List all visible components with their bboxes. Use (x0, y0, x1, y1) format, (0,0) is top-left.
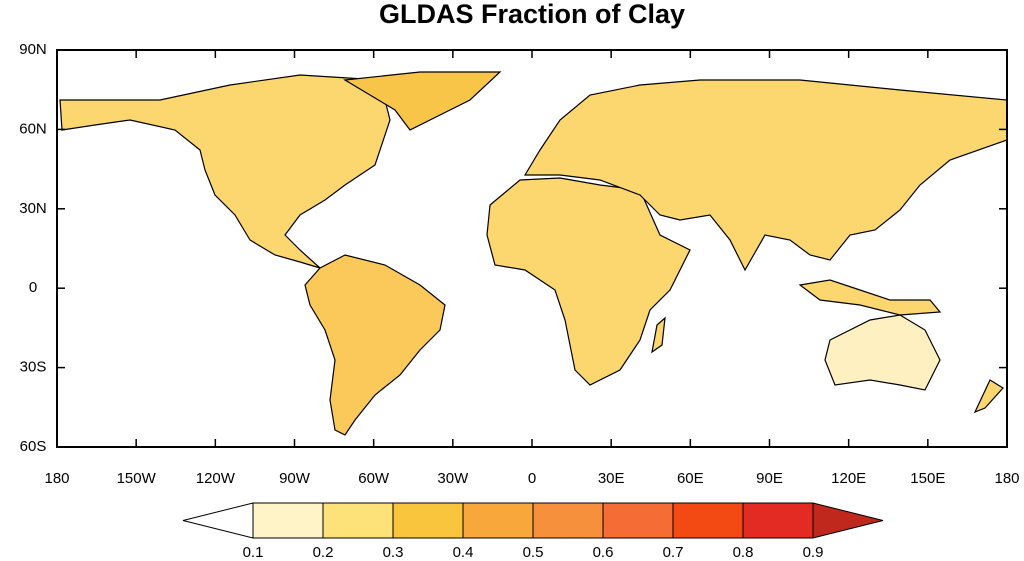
colorbar-box (742, 502, 814, 539)
colorbar-label: 0.4 (453, 544, 474, 561)
map-title: GLDAS Fraction of Clay (379, 0, 685, 29)
lon-tick-label: 150W (117, 470, 157, 487)
lat-tick-label: 90N (19, 41, 47, 58)
lat-tick-label: 30S (20, 359, 47, 376)
lon-tick-label: 180 (44, 470, 69, 487)
greenland (343, 71, 502, 131)
new-zealand (973, 379, 1004, 414)
colorbar-triangle (812, 502, 884, 539)
colorbar-label: 0.3 (383, 544, 404, 561)
australia (824, 314, 941, 391)
lon-tick-label: 180 (994, 470, 1019, 487)
lon-tick-label: 150E (910, 470, 945, 487)
colorbar-label: 0.7 (663, 544, 684, 561)
lon-tick-label: 120W (196, 470, 236, 487)
north-america (59, 74, 391, 269)
lon-tick-label: 0 (528, 470, 536, 487)
lon-tick-label: 90W (279, 470, 311, 487)
continents (59, 71, 1008, 436)
africa (486, 177, 691, 386)
lat-tick-label: 60N (19, 120, 47, 137)
south-america (304, 254, 446, 436)
lat-tick-label: 0 (29, 279, 37, 296)
lon-tick-label: 120E (831, 470, 866, 487)
lat-tick-label: 60S (20, 438, 47, 455)
colorbar-label: 0.8 (733, 544, 754, 561)
colorbar-label: 0.1 (243, 544, 264, 561)
lon-tick-label: 60E (677, 470, 704, 487)
colorbar-triangle (182, 502, 254, 539)
colorbar-box (602, 502, 674, 539)
madagascar (651, 316, 666, 354)
colorbar-label: 0.5 (523, 544, 544, 561)
colorbar-label: 0.6 (593, 544, 614, 561)
colorbar-box (322, 502, 394, 539)
lon-tick-label: 60W (358, 470, 390, 487)
colorbar-box (672, 502, 744, 539)
colorbar-box (392, 502, 464, 539)
colorbar-box (462, 502, 534, 539)
lon-tick-label: 30W (437, 470, 469, 487)
colorbar-box (532, 502, 604, 539)
colorbar-label: 0.9 (803, 544, 824, 561)
colorbar-box (252, 502, 324, 539)
lon-tick-label: 30E (598, 470, 625, 487)
lat-tick-label: 30N (19, 200, 47, 217)
eurasia (523, 79, 1008, 272)
lon-tick-label: 90E (756, 470, 783, 487)
colorbar-label: 0.2 (313, 544, 334, 561)
indonesia (798, 279, 942, 316)
